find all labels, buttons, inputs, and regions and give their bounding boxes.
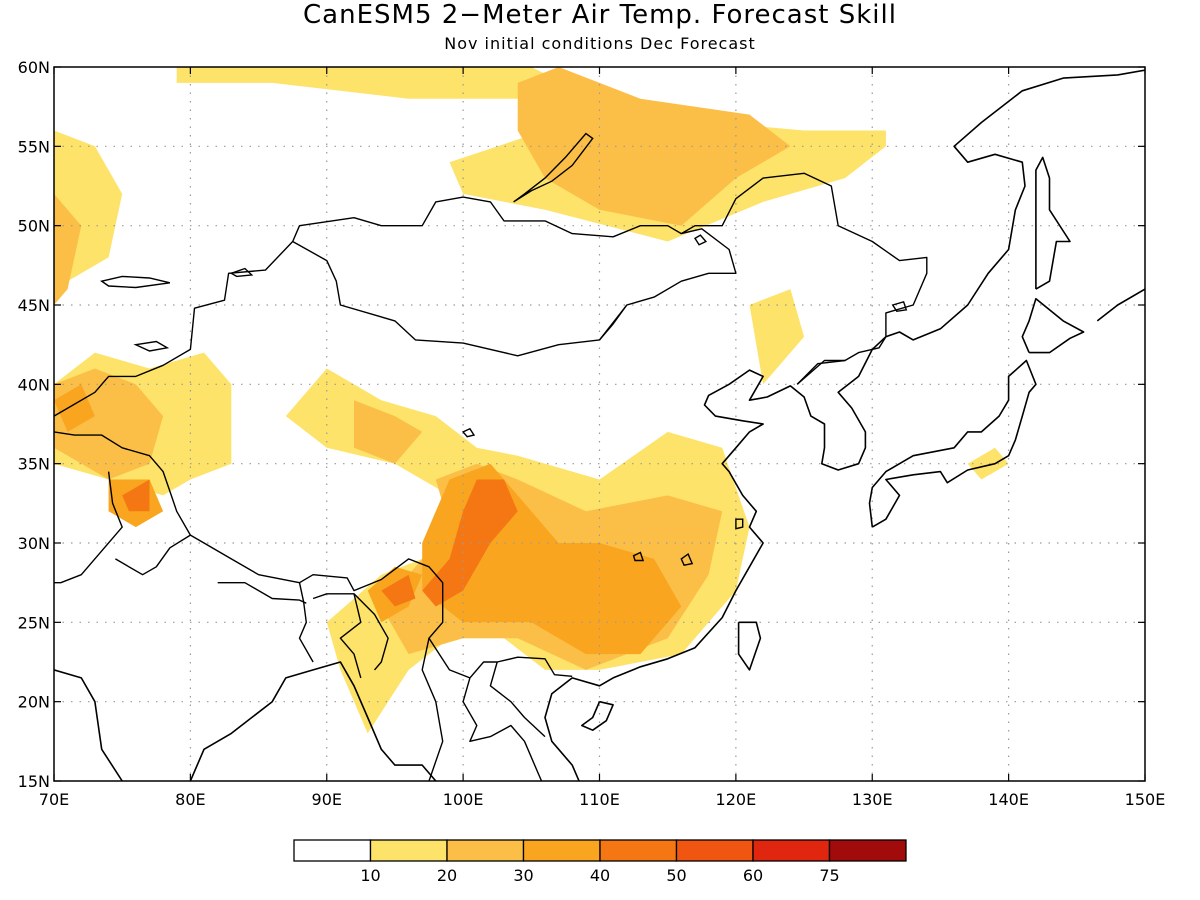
lake-outline — [680, 553, 694, 566]
coastline — [462, 69, 1145, 781]
skill-region-level-2 — [517, 67, 791, 226]
lat-tick-label: 15N — [18, 772, 50, 791]
colorbar-swatch — [752, 839, 831, 862]
lat-tick-label: 30N — [18, 534, 50, 553]
coastline — [1035, 156, 1071, 290]
colorbar-label: 20 — [437, 866, 457, 885]
lake-outline — [632, 551, 645, 562]
lat-tick-label: 60N — [18, 58, 50, 77]
chart-subtitle: Nov initial conditions Dec Forecast — [444, 34, 756, 53]
country-border — [217, 582, 307, 604]
lon-tick-label: 150E — [1125, 790, 1166, 809]
country-border — [54, 172, 928, 417]
coastline — [54, 669, 123, 781]
chart-title: CanESM5 2−Meter Air Temp. Forecast Skill — [303, 0, 897, 30]
coastline — [581, 700, 614, 731]
lon-tick-label: 80E — [175, 790, 205, 809]
lat-tick-label: 40N — [18, 375, 50, 394]
colorbar-swatch — [369, 839, 448, 862]
lon-tick-label: 90E — [312, 790, 342, 809]
colorbar-label: 30 — [513, 866, 533, 885]
skill-region-level-1 — [749, 289, 805, 385]
lon-tick-label: 130E — [852, 790, 893, 809]
lon-tick-label: 120E — [716, 790, 757, 809]
colorbar-swatch — [446, 839, 525, 862]
colorbar-swatch — [828, 839, 907, 862]
coastline — [1096, 288, 1145, 322]
country-border — [54, 431, 573, 679]
coastline — [737, 621, 762, 671]
lon-tick-label: 110E — [579, 790, 620, 809]
country-border — [292, 196, 682, 242]
skill-region-level-1 — [967, 447, 1009, 480]
skill-region-level-4 — [381, 574, 416, 607]
country-border — [598, 304, 628, 341]
colorbar: 10 20 30 40 50 60 75 — [293, 839, 907, 885]
lat-tick-label: 25N — [18, 613, 50, 632]
skill-region-level-4 — [422, 479, 518, 607]
lat-tick-label: 50N — [18, 217, 50, 236]
lat-tick-label: 55N — [18, 137, 50, 156]
colorbar-label: 40 — [590, 866, 610, 885]
colorbar-swatch — [522, 839, 601, 862]
lat-tick-label: 35N — [18, 455, 50, 474]
coastlines — [54, 69, 1145, 781]
lake-outline — [694, 234, 708, 246]
lake-outline — [513, 132, 594, 203]
lake-outline — [229, 267, 254, 278]
colorbar-label: 10 — [360, 866, 380, 885]
lat-tick-label: 45N — [18, 296, 50, 315]
skill-region-level-4 — [122, 479, 150, 512]
country-border — [298, 582, 314, 663]
lake-outline — [891, 300, 908, 313]
skill-shading — [54, 67, 1009, 734]
country-border — [115, 534, 191, 576]
colorbar-label: 50 — [666, 866, 686, 885]
lake-outline — [461, 427, 476, 438]
country-border — [353, 593, 389, 671]
coastline — [868, 359, 1037, 528]
country-border — [489, 661, 546, 738]
coastline — [189, 661, 437, 781]
country-border — [462, 677, 543, 781]
lake-outline — [133, 340, 170, 352]
colorbar-label: 60 — [743, 866, 763, 885]
country-border — [796, 359, 846, 385]
lon-tick-label: 140E — [988, 790, 1029, 809]
country-border — [421, 638, 444, 781]
lake-outline — [100, 275, 171, 289]
gridlines — [54, 67, 1145, 781]
lon-tick-label: 100E — [443, 790, 484, 809]
skill-region-level-2 — [354, 400, 423, 464]
colorbar-label: 75 — [819, 866, 839, 885]
skill-region-level-2 — [54, 193, 82, 305]
axis-ticks: 70E 80E 90E 100E 110E 120E 130E 140E 150E 15N 20N 2… — [18, 58, 1166, 809]
colorbar-swatch — [599, 839, 678, 862]
lon-tick-label: 70E — [39, 790, 69, 809]
coastline — [1021, 297, 1085, 354]
skill-region-level-3 — [54, 384, 95, 432]
colorbar-swatch — [675, 839, 754, 862]
colorbar-swatch — [293, 839, 372, 862]
lake-outline — [735, 518, 744, 530]
lat-tick-label: 20N — [18, 693, 50, 712]
country-border — [54, 471, 123, 584]
country-border — [312, 593, 362, 679]
